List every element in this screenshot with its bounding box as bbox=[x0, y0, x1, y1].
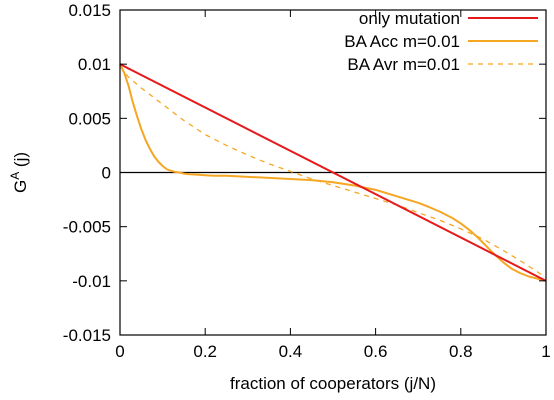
y-axis-title-base: G bbox=[11, 180, 30, 193]
y-tick-label: -0.015 bbox=[63, 326, 111, 345]
y-axis-title-sup: A bbox=[8, 172, 22, 180]
x-tick-label: 0.4 bbox=[279, 342, 303, 361]
y-tick-label: -0.005 bbox=[63, 218, 111, 237]
x-axis-title: fraction of cooperators (j/N) bbox=[230, 374, 436, 393]
legend-label: BA Avr m=0.01 bbox=[347, 55, 460, 74]
series-layer bbox=[119, 63, 547, 282]
y-tick-label: 0.01 bbox=[78, 55, 111, 74]
y-tick-label: 0.015 bbox=[68, 1, 111, 20]
y-tick-label: 0.005 bbox=[68, 109, 111, 128]
legend-label: BA Acc m=0.01 bbox=[344, 32, 460, 51]
legend: only mutation BA Acc m=0.01 BA Avr m=0.01 bbox=[344, 9, 538, 74]
series-line-1 bbox=[119, 63, 547, 282]
y-axis-title: GA (j) bbox=[8, 152, 30, 193]
x-tick-label: 0.2 bbox=[193, 342, 217, 361]
y-tick-label: -0.01 bbox=[72, 272, 111, 291]
x-tick-label: 1 bbox=[541, 342, 550, 361]
x-tick-label: 0.8 bbox=[449, 342, 473, 361]
x-tick-label: 0.6 bbox=[364, 342, 388, 361]
x-tick-label: 0 bbox=[115, 342, 124, 361]
y-axis-title-arg: (j) bbox=[11, 152, 30, 172]
y-tick-label: 0 bbox=[102, 164, 111, 183]
series-line-0 bbox=[119, 63, 547, 282]
ticks-layer: 0 0.2 0.4 0.6 0.8 1 -0.015 -0.01 -0.005 0 0.005 0.0… bbox=[63, 1, 551, 361]
series-line-2 bbox=[119, 65, 547, 279]
legend-label: only mutation bbox=[359, 9, 460, 28]
